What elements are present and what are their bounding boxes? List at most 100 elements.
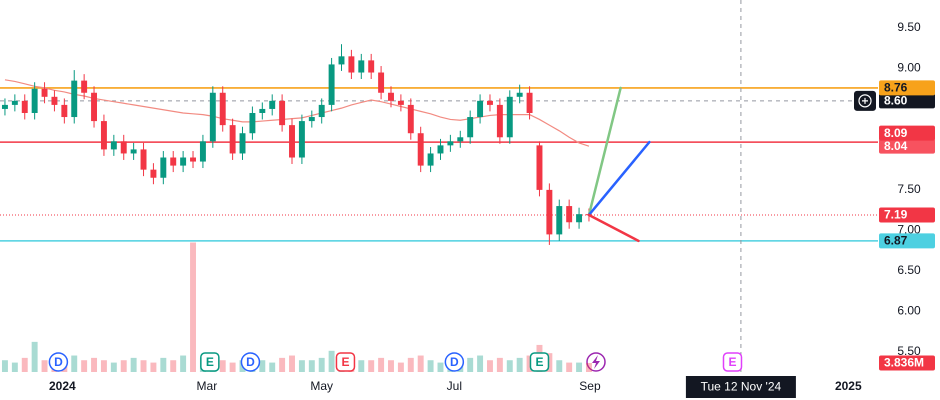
event-marker[interactable]: E (529, 352, 550, 372)
projection-line (587, 140, 651, 217)
volume-bar (417, 355, 424, 372)
event-label: D (450, 355, 459, 369)
event-marker[interactable]: D (444, 352, 465, 372)
candle-body (388, 92, 394, 101)
price-tag (879, 93, 935, 109)
y-tick-label: 6.50 (897, 263, 921, 277)
candle-body (31, 88, 38, 113)
event-marker[interactable]: E (722, 352, 743, 372)
volume-bar (358, 360, 365, 372)
candle-body (110, 141, 117, 150)
x-tick-label: 2025 (835, 379, 862, 393)
event-marker[interactable]: D (48, 352, 69, 372)
volume-bar (180, 355, 187, 372)
volume-bar (368, 360, 375, 372)
candle-body (378, 72, 385, 93)
candle-body (477, 100, 484, 118)
volume-tag-label: 3.836M (884, 356, 924, 370)
price-tag (879, 125, 935, 141)
price-tag-label: 8.60 (884, 94, 908, 108)
candle-body (556, 206, 563, 235)
candle-body (506, 96, 513, 138)
candle-body (536, 145, 543, 190)
candle-body (279, 100, 286, 126)
candle-body (180, 157, 187, 166)
candle-body (417, 133, 424, 166)
earnings-flash-icon[interactable] (586, 352, 606, 372)
volume-bar (318, 357, 325, 372)
volume-bar (160, 357, 167, 372)
candle-body (516, 92, 523, 97)
y-tick-label: 9.50 (897, 20, 921, 34)
volume-bar (91, 357, 98, 372)
candle-body (289, 125, 295, 158)
event-label: E (535, 355, 543, 369)
price-tag-label: 8.09 (884, 126, 908, 140)
y-tick-label: 6.00 (897, 303, 921, 317)
volume-bar (487, 360, 493, 372)
crosshair-date-label: Tue 12 Nov '24 (701, 380, 782, 394)
candle-body (269, 100, 276, 109)
volume-bar (269, 362, 276, 372)
event-shape (335, 352, 356, 372)
volume-bar (41, 360, 48, 372)
candle-body (298, 121, 305, 158)
event-marker[interactable]: D (240, 352, 261, 372)
volume-bar (388, 360, 394, 372)
candle-body (496, 104, 503, 138)
candle-body (487, 100, 493, 105)
candle-body (427, 153, 434, 166)
volume-bar (566, 362, 573, 372)
event-shape (444, 352, 465, 372)
event-label: E (341, 355, 349, 369)
volume-bar (219, 360, 226, 372)
x-tick-label: May (310, 379, 333, 393)
volume-bar (120, 360, 127, 372)
candle-body (447, 141, 454, 146)
x-tick-label: Mar (197, 379, 218, 393)
volume-bar (1, 360, 8, 372)
volume-bar (100, 360, 107, 372)
volume-bar (308, 360, 315, 372)
candle-body (209, 92, 216, 142)
volume-bar (526, 355, 533, 372)
candle-body (358, 60, 365, 73)
event-marker[interactable]: E (335, 352, 356, 372)
candle-body (249, 112, 256, 134)
add-alert-plus (862, 97, 868, 104)
volume-bar (229, 362, 236, 372)
volume-bar (81, 360, 88, 372)
add-alert-button[interactable] (854, 90, 876, 111)
volume-bar (298, 360, 305, 372)
event-marker[interactable]: E (200, 352, 220, 372)
candle-body (397, 100, 404, 105)
event-shape (200, 352, 220, 372)
candle-body (91, 92, 98, 122)
volume-bar (140, 360, 147, 372)
volume-bar (259, 360, 266, 372)
volume-bar (328, 350, 335, 372)
candle-body (170, 157, 177, 166)
x-tick-label: Sep (579, 379, 601, 393)
candle-body (546, 189, 553, 235)
volume-bar (437, 362, 444, 372)
price-axis-bg (878, 0, 940, 400)
volume-bar (378, 357, 385, 372)
volume-bar (546, 353, 553, 372)
volume-bar (556, 360, 563, 372)
volume-bar (71, 355, 78, 372)
candle-body (308, 117, 315, 122)
y-tick-label: 7.50 (897, 182, 921, 196)
volume-bar (279, 357, 286, 372)
event-shape (722, 352, 743, 372)
candle-body (51, 96, 58, 105)
projection-line (587, 86, 622, 217)
candle-body (199, 141, 206, 162)
add-alert-circle (858, 94, 872, 108)
candle-body (71, 80, 78, 118)
price-tag (879, 138, 935, 154)
y-tick-label: 9.00 (897, 61, 921, 75)
candle-body (368, 60, 375, 73)
candle-body (407, 104, 414, 134)
